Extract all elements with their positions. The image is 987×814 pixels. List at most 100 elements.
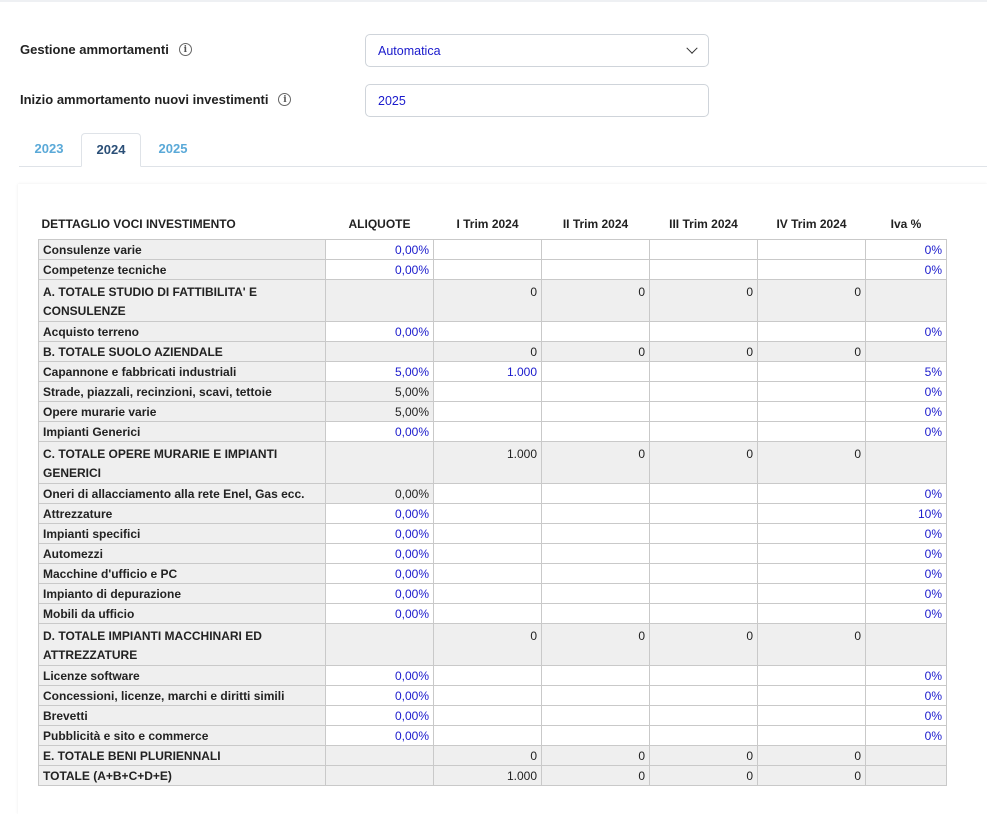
trim-input[interactable] [541, 259, 650, 280]
iva-cell[interactable]: 0% [865, 563, 947, 584]
ammortamenti-select[interactable]: Automatica [365, 34, 709, 67]
tab-2025[interactable]: 2025 [158, 141, 188, 156]
inizio-input[interactable]: 2025 [365, 84, 709, 117]
iva-cell[interactable]: 0% [865, 603, 947, 624]
trim-input[interactable] [541, 421, 650, 442]
trim-input[interactable] [757, 239, 866, 260]
iva-cell[interactable]: 0% [865, 321, 947, 342]
aliquota-cell[interactable]: 0,00% [325, 603, 434, 624]
trim-input[interactable] [433, 259, 542, 280]
trim-input[interactable] [649, 725, 758, 746]
trim-input[interactable] [541, 543, 650, 564]
trim-input[interactable] [649, 401, 758, 422]
trim-input[interactable] [649, 421, 758, 442]
iva-cell[interactable]: 0% [865, 381, 947, 402]
tab-2023[interactable]: 2023 [34, 141, 64, 156]
trim-input[interactable] [433, 321, 542, 342]
aliquota-cell[interactable]: 0,00% [325, 583, 434, 604]
aliquota-cell[interactable]: 0,00% [325, 421, 434, 442]
trim-input[interactable] [541, 603, 650, 624]
trim-input[interactable] [649, 239, 758, 260]
aliquota-cell[interactable]: 0,00% [325, 685, 434, 706]
trim-input[interactable] [757, 543, 866, 564]
iva-cell[interactable]: 0% [865, 725, 947, 746]
trim-input[interactable] [757, 421, 866, 442]
iva-cell[interactable]: 0% [865, 421, 947, 442]
aliquota-cell[interactable]: 0,00% [325, 665, 434, 686]
iva-cell[interactable]: 0% [865, 665, 947, 686]
aliquota-cell[interactable]: 5,00% [325, 361, 434, 382]
trim-input[interactable] [433, 483, 542, 504]
trim-input[interactable] [433, 401, 542, 422]
trim-input[interactable] [649, 361, 758, 382]
trim-input[interactable] [649, 543, 758, 564]
trim-input[interactable] [649, 603, 758, 624]
aliquota-cell[interactable]: 0,00% [325, 239, 434, 260]
trim-input[interactable] [433, 523, 542, 544]
trim-input[interactable] [649, 259, 758, 280]
trim-input[interactable] [757, 483, 866, 504]
trim-input[interactable] [433, 705, 542, 726]
aliquota-cell[interactable]: 0,00% [325, 543, 434, 564]
trim-input[interactable] [649, 583, 758, 604]
trim-input[interactable] [541, 725, 650, 746]
trim-input[interactable] [757, 361, 866, 382]
aliquota-cell[interactable]: 0,00% [325, 503, 434, 524]
trim-input[interactable] [433, 583, 542, 604]
trim-input[interactable] [433, 543, 542, 564]
trim-input[interactable] [649, 665, 758, 686]
trim-input[interactable] [433, 563, 542, 584]
trim-input[interactable] [433, 381, 542, 402]
trim-input[interactable] [757, 685, 866, 706]
trim-input[interactable] [757, 603, 866, 624]
trim-input[interactable] [649, 705, 758, 726]
trim-input[interactable] [757, 583, 866, 604]
trim-input[interactable] [541, 401, 650, 422]
iva-cell[interactable]: 5% [865, 361, 947, 382]
trim-input[interactable] [757, 705, 866, 726]
iva-cell[interactable]: 0% [865, 259, 947, 280]
trim-input[interactable] [757, 381, 866, 402]
trim-input[interactable] [541, 563, 650, 584]
trim-input[interactable] [757, 321, 866, 342]
trim-input[interactable] [433, 665, 542, 686]
trim-input[interactable] [649, 503, 758, 524]
aliquota-cell[interactable]: 0,00% [325, 725, 434, 746]
trim-input[interactable] [541, 523, 650, 544]
trim-input[interactable] [433, 421, 542, 442]
trim-input[interactable] [541, 381, 650, 402]
trim-input[interactable] [541, 361, 650, 382]
trim-input[interactable] [541, 705, 650, 726]
tab-2024[interactable]: 2024 [81, 133, 141, 167]
trim-input[interactable] [433, 239, 542, 260]
trim-input[interactable] [649, 381, 758, 402]
trim-input[interactable]: 1.000 [433, 361, 542, 382]
aliquota-cell[interactable]: 0,00% [325, 705, 434, 726]
trim-input[interactable] [649, 563, 758, 584]
trim-input[interactable] [433, 725, 542, 746]
trim-input[interactable] [757, 401, 866, 422]
trim-input[interactable] [541, 483, 650, 504]
trim-input[interactable] [433, 503, 542, 524]
trim-input[interactable] [541, 321, 650, 342]
trim-input[interactable] [541, 685, 650, 706]
iva-cell[interactable]: 0% [865, 543, 947, 564]
iva-cell[interactable]: 0% [865, 523, 947, 544]
trim-input[interactable] [541, 583, 650, 604]
info-icon[interactable]: i [178, 43, 192, 56]
iva-cell[interactable]: 0% [865, 685, 947, 706]
trim-input[interactable] [757, 503, 866, 524]
trim-input[interactable] [541, 239, 650, 260]
trim-input[interactable] [757, 259, 866, 280]
trim-input[interactable] [541, 665, 650, 686]
info-icon[interactable]: i [278, 93, 292, 106]
trim-input[interactable] [433, 603, 542, 624]
aliquota-cell[interactable]: 0,00% [325, 321, 434, 342]
trim-input[interactable] [541, 503, 650, 524]
trim-input[interactable] [433, 685, 542, 706]
trim-input[interactable] [757, 563, 866, 584]
iva-cell[interactable]: 0% [865, 239, 947, 260]
iva-cell[interactable]: 0% [865, 401, 947, 422]
trim-input[interactable] [649, 321, 758, 342]
trim-input[interactable] [649, 685, 758, 706]
